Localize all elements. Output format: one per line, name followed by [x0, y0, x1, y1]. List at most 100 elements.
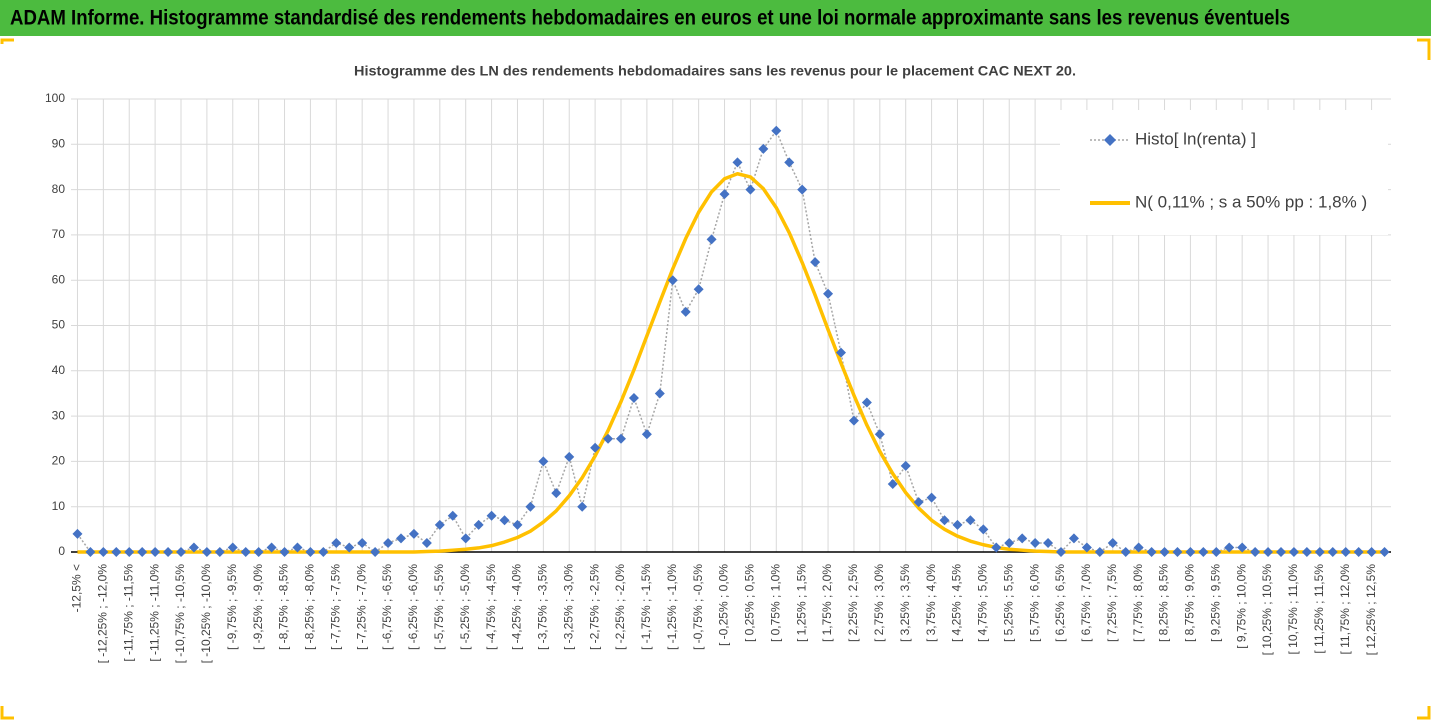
histo-marker [188, 542, 199, 553]
histo-marker [784, 157, 795, 168]
x-tick-label: [ -5,25% ; -5,0% [458, 564, 472, 650]
histo-marker [318, 547, 329, 557]
legend-label: Histo[ ln(renta) ] [1135, 129, 1256, 148]
histo-marker [991, 542, 1002, 553]
x-tick-label: [ -6,25% ; -6,0% [406, 564, 420, 650]
x-tick-label: [ -3,25% ; -3,0% [561, 564, 575, 650]
x-tick-label: [ -1,25% ; -1,0% [665, 564, 679, 650]
histo-marker [344, 542, 355, 553]
y-tick-label: 0 [58, 544, 65, 558]
x-tick-label: [ -4,25% ; -4,0% [510, 564, 524, 650]
histo-marker [201, 547, 212, 557]
histo-marker [163, 547, 174, 557]
x-tick-label: [ 2,75% ; 3,0% [872, 564, 886, 642]
x-tick-label: [ 9,75% ; 10,0% [1234, 564, 1248, 649]
x-tick-label: [ -7,25% ; -7,0% [354, 564, 368, 650]
histo-marker [1081, 542, 1092, 553]
histo-marker [266, 542, 277, 553]
histo-marker [1263, 547, 1274, 557]
x-tick-label: [ 8,25% ; 8,5% [1157, 564, 1171, 642]
histo-marker [952, 519, 963, 530]
histo-marker [680, 306, 691, 317]
histo-marker [1301, 547, 1312, 557]
histo-marker [861, 397, 872, 408]
histo-marker [913, 497, 924, 508]
histo-marker [1314, 547, 1325, 557]
legend-label: N( 0,11% ; s a 50% pp : 1,8% ) [1135, 192, 1367, 211]
x-tick-label: [ 10,75% ; 11,0% [1286, 564, 1300, 655]
x-tick-label: [ -8,75% ; -8,5% [277, 564, 291, 650]
histo-marker [758, 143, 769, 154]
histo-marker [1250, 547, 1261, 557]
histo-marker [667, 275, 678, 286]
y-tick-label: 70 [52, 227, 66, 241]
histo-marker [538, 456, 549, 467]
x-tick-label: [ -10,75% ; -10,5% [173, 564, 187, 664]
x-tick-label: [ 1,25% ; 1,5% [794, 564, 808, 642]
histo-marker [810, 257, 821, 268]
y-tick-label: 20 [52, 454, 66, 468]
histo-marker [124, 547, 135, 557]
x-tick-label: [ 3,75% ; 4,0% [924, 564, 938, 642]
x-tick-label: [ 9,25% ; 9,5% [1208, 564, 1222, 642]
histo-marker [279, 547, 290, 557]
histo-marker [227, 542, 238, 553]
x-tick-label: [ 5,75% ; 6,0% [1027, 564, 1041, 642]
histo-marker [460, 533, 471, 544]
legend-box [1060, 110, 1388, 235]
x-tick-label: [ -4,75% ; -4,5% [484, 564, 498, 650]
x-tick-label: [ 5,25% ; 5,5% [1001, 564, 1015, 642]
histo-marker [1276, 547, 1286, 557]
histo-marker [292, 542, 303, 553]
histo-marker [1107, 537, 1118, 548]
histo-marker [214, 547, 225, 557]
histo-marker [512, 519, 523, 530]
histo-marker [926, 492, 937, 503]
legend-swatch [1104, 134, 1116, 146]
histo-marker [965, 515, 976, 526]
histo-marker [176, 547, 186, 557]
x-tick-label: [ -10,25% ; -10,0% [199, 564, 213, 664]
histo-marker [603, 433, 614, 444]
x-tick-label: [ -12,25% ; -12,0% [96, 564, 110, 664]
histo-marker [551, 488, 562, 499]
x-tick-label: [ -9,75% ; -9,5% [225, 564, 239, 650]
histo-marker [331, 537, 342, 548]
x-tick-label: [ -0,25% ; 0,0% [717, 564, 731, 646]
x-tick-label: [ 0,25% ; 0,5% [743, 564, 757, 642]
x-tick-label: [ 4,75% ; 5,0% [976, 564, 990, 642]
histo-marker [486, 510, 497, 521]
histo-marker [1094, 547, 1105, 557]
x-tick-label: [ 10,25% ; 10,5% [1260, 564, 1274, 656]
histo-marker [978, 524, 989, 535]
histo-marker [1237, 542, 1248, 553]
x-tick-label: [ -1,75% ; -1,5% [639, 564, 653, 650]
x-tick-label: [ 7,25% ; 7,5% [1105, 564, 1119, 642]
x-tick-label: [ 2,25% ; 2,5% [846, 564, 860, 642]
x-tick-label: [ -3,75% ; -3,5% [536, 564, 550, 650]
x-tick-label: [ -11,25% ; -11,0% [147, 564, 161, 662]
histo-marker [396, 533, 406, 544]
histo-marker [72, 528, 83, 539]
y-tick-label: 30 [52, 408, 66, 422]
histo-marker [1185, 547, 1196, 557]
x-tick-label: [ 1,75% ; 2,0% [820, 564, 834, 642]
histo-marker [253, 547, 264, 557]
y-tick-label: 60 [52, 272, 66, 286]
x-tick-label: [ -2,25% ; -2,0% [613, 564, 627, 650]
x-tick-label: [ -6,75% ; -6,5% [380, 564, 394, 650]
histo-marker [654, 388, 665, 399]
histo-marker [797, 184, 808, 195]
histo-marker [370, 547, 381, 557]
histo-marker [732, 157, 743, 168]
histo-marker [577, 501, 588, 512]
histo-marker [499, 515, 510, 526]
y-tick-label: 90 [52, 136, 66, 150]
x-tick-label: -12,5% < [70, 564, 84, 612]
y-tick-label: 40 [52, 363, 66, 377]
histo-marker [434, 519, 445, 530]
histo-marker [1224, 542, 1235, 553]
histo-marker [305, 547, 316, 557]
x-tick-label: [ -5,75% ; -5,5% [432, 564, 446, 650]
